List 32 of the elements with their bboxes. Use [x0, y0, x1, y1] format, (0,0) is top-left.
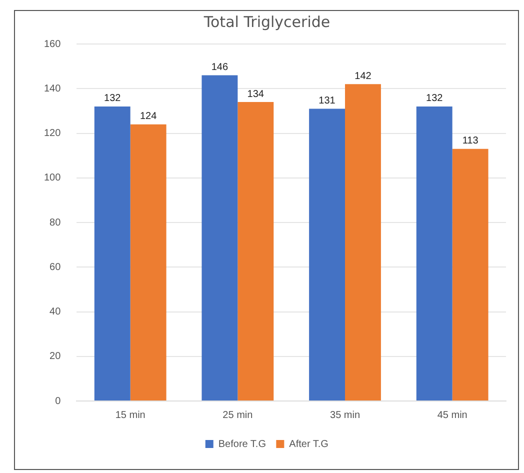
x-tick-label: 15 min	[115, 410, 146, 421]
x-tick-label: 35 min	[330, 410, 360, 421]
chart-title: Total Triglyceride	[202, 12, 330, 31]
legend-label: After T.G	[289, 438, 329, 450]
y-tick-label: 40	[50, 306, 62, 318]
legend-label: Before T.G	[218, 438, 266, 450]
y-tick-label: 60	[50, 262, 62, 273]
bar	[345, 84, 381, 400]
y-tick-label: 160	[44, 38, 62, 50]
bar	[309, 108, 346, 400]
y-tick-label: 140	[44, 83, 62, 94]
data-label: 134	[247, 88, 264, 100]
x-tick-label: 45 min	[437, 410, 468, 421]
y-tick-label: 80	[50, 217, 62, 228]
data-label: 142	[354, 70, 372, 82]
y-tick-label: 20	[50, 351, 62, 362]
x-tick-label: 25 min	[222, 410, 253, 421]
data-label: 113	[462, 136, 479, 147]
bar	[452, 148, 488, 400]
bar	[238, 102, 274, 400]
bar	[416, 106, 452, 400]
data-label: 131	[318, 95, 336, 106]
y-tick-label: 0	[55, 396, 62, 407]
y-tick-label: 120	[44, 128, 62, 139]
data-label: 146	[211, 62, 228, 73]
bar	[130, 124, 166, 400]
data-label: 124	[140, 111, 158, 122]
data-label: 132	[426, 93, 444, 104]
bar	[94, 106, 130, 400]
y-tick-label: 100	[44, 172, 62, 184]
bar	[202, 75, 238, 400]
data-label: 132	[104, 93, 122, 104]
